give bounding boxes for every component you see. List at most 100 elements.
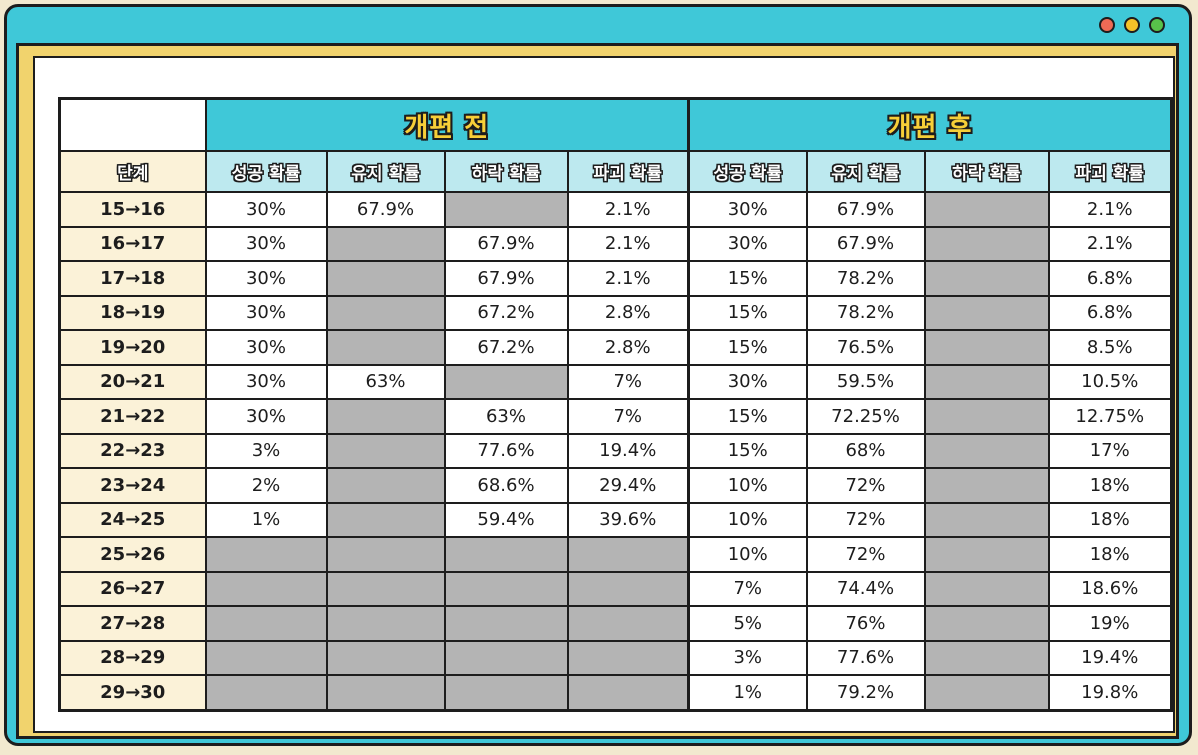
empty-cell xyxy=(566,639,690,676)
empty-cell xyxy=(923,467,1050,504)
table-row: 15→16 30% 67.9% 2.1% 30% 67.9% 2.1% xyxy=(58,191,1173,228)
after-maintain-cell: 79.2% xyxy=(805,674,926,711)
table-body: 15→16 30% 67.9% 2.1% 30% 67.9% 2.1% 16→17 30% 67.… xyxy=(58,191,1173,711)
after-maintain-cell: 72% xyxy=(805,501,926,538)
empty-cell xyxy=(325,605,446,642)
empty-cell xyxy=(325,570,446,607)
empty-cell xyxy=(923,294,1050,331)
table-row: 26→27 7% 74.4% 18.6% xyxy=(58,570,1173,607)
after-maintain-cell: 72.25% xyxy=(805,398,926,435)
before-destroy-cell: 7% xyxy=(566,363,690,400)
after-success-cell: 3% xyxy=(687,639,808,676)
before-drop-cell: 59.4% xyxy=(443,501,569,538)
empty-cell xyxy=(325,398,446,435)
table-row: 20→21 30% 63% 7% 30% 59.5% 10.5% xyxy=(58,363,1173,400)
before-success-cell: 30% xyxy=(204,398,328,435)
table-row: 19→20 30% 67.2% 2.8% 15% 76.5% 8.5% xyxy=(58,329,1173,366)
empty-cell xyxy=(923,225,1050,262)
empty-cell xyxy=(443,674,569,711)
stage-cell: 20→21 xyxy=(58,363,207,400)
stage-cell: 18→19 xyxy=(58,294,207,331)
empty-cell xyxy=(923,260,1050,297)
table-row: 28→29 3% 77.6% 19.4% xyxy=(58,639,1173,676)
stage-header: 단계 xyxy=(58,150,207,193)
after-maintain-cell: 78.2% xyxy=(805,260,926,297)
before-success-cell: 30% xyxy=(204,329,328,366)
after-maintain-cell: 76% xyxy=(805,605,926,642)
table-row: 16→17 30% 67.9% 2.1% 30% 67.9% 2.1% xyxy=(58,225,1173,262)
empty-cell xyxy=(566,605,690,642)
after-maintain-cell: 76.5% xyxy=(805,329,926,366)
before-drop-cell: 67.9% xyxy=(443,260,569,297)
stage-cell: 16→17 xyxy=(58,225,207,262)
before-drop-cell: 67.9% xyxy=(443,225,569,262)
before-success-cell: 2% xyxy=(204,467,328,504)
before-drop-cell: 68.6% xyxy=(443,467,569,504)
col-header-before-drop: 하락 확률 xyxy=(443,150,569,193)
empty-cell xyxy=(325,432,446,469)
stage-cell: 27→28 xyxy=(58,605,207,642)
empty-cell xyxy=(923,570,1050,607)
after-success-cell: 7% xyxy=(687,570,808,607)
empty-cell xyxy=(923,605,1050,642)
after-maintain-cell: 72% xyxy=(805,467,926,504)
empty-cell xyxy=(204,674,328,711)
stage-cell: 17→18 xyxy=(58,260,207,297)
col-header-after-success: 성공 확률 xyxy=(687,150,808,193)
after-success-cell: 10% xyxy=(687,501,808,538)
after-maintain-cell: 72% xyxy=(805,536,926,573)
after-destroy-cell: 19.4% xyxy=(1047,639,1173,676)
minimize-dot[interactable] xyxy=(1124,17,1140,33)
table-row: 25→26 10% 72% 18% xyxy=(58,536,1173,573)
stage-cell: 24→25 xyxy=(58,501,207,538)
empty-cell xyxy=(923,329,1050,366)
empty-cell xyxy=(443,570,569,607)
empty-cell xyxy=(443,191,569,228)
after-maintain-cell: 77.6% xyxy=(805,639,926,676)
empty-cell xyxy=(325,639,446,676)
empty-cell xyxy=(923,536,1050,573)
after-success-cell: 15% xyxy=(687,294,808,331)
table-row: 23→24 2% 68.6% 29.4% 10% 72% 18% xyxy=(58,467,1173,504)
empty-cell xyxy=(325,467,446,504)
after-destroy-cell: 2.1% xyxy=(1047,191,1173,228)
col-header-before-destroy: 파괴 확률 xyxy=(566,150,690,193)
before-destroy-cell: 2.8% xyxy=(566,294,690,331)
empty-cell xyxy=(923,398,1050,435)
after-success-cell: 15% xyxy=(687,432,808,469)
empty-cell xyxy=(325,536,446,573)
after-destroy-cell: 12.75% xyxy=(1047,398,1173,435)
before-success-cell: 30% xyxy=(204,363,328,400)
after-success-cell: 30% xyxy=(687,225,808,262)
after-destroy-cell: 17% xyxy=(1047,432,1173,469)
after-success-cell: 10% xyxy=(687,467,808,504)
after-destroy-cell: 19% xyxy=(1047,605,1173,642)
before-maintain-cell: 63% xyxy=(325,363,446,400)
before-destroy-cell: 39.6% xyxy=(566,501,690,538)
before-success-cell: 30% xyxy=(204,260,328,297)
empty-cell xyxy=(566,570,690,607)
probability-table: 개편 전 개편 후 단계 성공 확률 유지 확률 하락 확률 파괴 확률 성공 … xyxy=(58,97,1173,712)
empty-cell xyxy=(204,570,328,607)
empty-cell xyxy=(325,225,446,262)
close-dot[interactable] xyxy=(1099,17,1115,33)
empty-cell xyxy=(325,501,446,538)
table-row: 24→25 1% 59.4% 39.6% 10% 72% 18% xyxy=(58,501,1173,538)
after-success-cell: 10% xyxy=(687,536,808,573)
after-destroy-cell: 18% xyxy=(1047,501,1173,538)
content-frame: 개편 전 개편 후 단계 성공 확률 유지 확률 하락 확률 파괴 확률 성공 … xyxy=(16,43,1179,739)
after-success-cell: 15% xyxy=(687,260,808,297)
empty-cell xyxy=(566,536,690,573)
empty-cell xyxy=(204,639,328,676)
stage-cell: 29→30 xyxy=(58,674,207,711)
before-drop-cell: 67.2% xyxy=(443,329,569,366)
empty-cell xyxy=(923,191,1050,228)
stage-cell: 15→16 xyxy=(58,191,207,228)
before-drop-cell: 67.2% xyxy=(443,294,569,331)
window-controls xyxy=(1099,17,1165,33)
before-drop-cell: 63% xyxy=(443,398,569,435)
before-destroy-cell: 2.1% xyxy=(566,225,690,262)
stage-cell: 25→26 xyxy=(58,536,207,573)
empty-cell xyxy=(204,536,328,573)
maximize-dot[interactable] xyxy=(1149,17,1165,33)
